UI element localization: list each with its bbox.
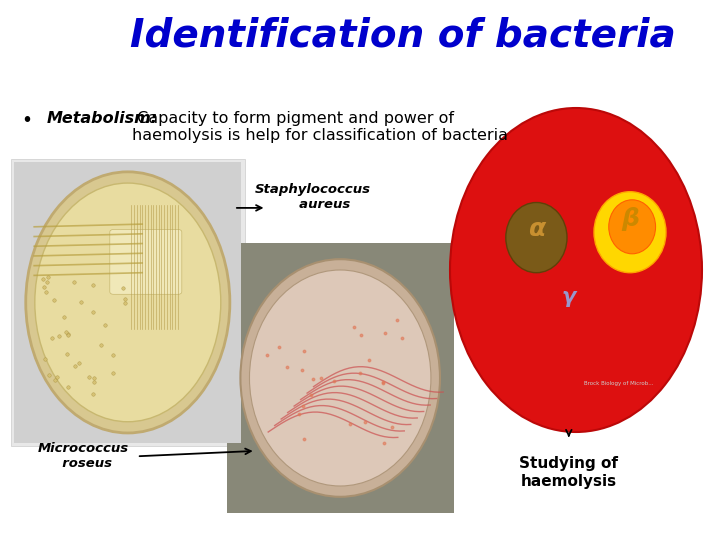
- Text: Identification of bacteria: Identification of bacteria: [130, 16, 676, 54]
- Ellipse shape: [450, 108, 702, 432]
- Text: β: β: [621, 207, 639, 231]
- FancyBboxPatch shape: [109, 230, 181, 294]
- Ellipse shape: [609, 200, 655, 254]
- Bar: [14, 162, 241, 443]
- Text: γ: γ: [562, 287, 576, 307]
- Bar: [11, 159, 245, 446]
- Text: Brock Biology of Microb...: Brock Biology of Microb...: [585, 381, 654, 386]
- Ellipse shape: [250, 270, 431, 486]
- Text: Micrococcus
  roseus: Micrococcus roseus: [37, 442, 128, 470]
- Ellipse shape: [594, 192, 666, 273]
- Text: Metabolism:: Metabolism:: [47, 111, 158, 126]
- Ellipse shape: [26, 172, 230, 433]
- Text: α: α: [528, 218, 545, 241]
- Ellipse shape: [35, 183, 221, 422]
- Ellipse shape: [240, 259, 440, 497]
- Text: Staphylococcus
     aureus: Staphylococcus aureus: [255, 183, 372, 211]
- Text: Capacity to form pigment and power of
haemolysis is help for classification of b: Capacity to form pigment and power of ha…: [132, 111, 508, 143]
- Bar: [227, 243, 454, 513]
- Text: Studying of
haemolysis: Studying of haemolysis: [519, 456, 618, 489]
- Ellipse shape: [505, 202, 567, 273]
- Text: •: •: [22, 111, 32, 130]
